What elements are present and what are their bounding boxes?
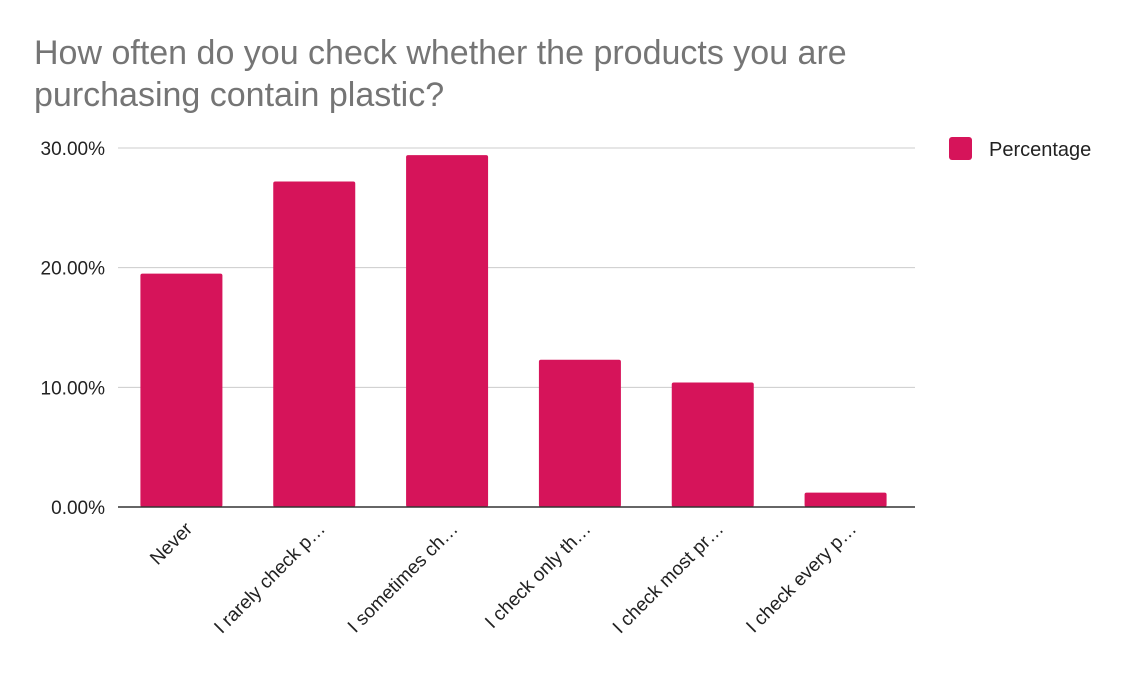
x-tick-label: I check most pr… xyxy=(609,519,728,638)
legend-label: Percentage xyxy=(989,139,1091,161)
x-tick-label: I check every p… xyxy=(742,519,861,638)
bar xyxy=(804,492,887,507)
x-tick-label: I sometimes ch… xyxy=(344,519,463,638)
bar xyxy=(538,359,621,507)
y-tick-label: 0.00% xyxy=(51,498,105,519)
bar xyxy=(671,382,754,507)
x-tick-label: I check only th… xyxy=(481,519,595,633)
y-tick-label: 20.00% xyxy=(41,259,106,280)
bar xyxy=(273,181,356,508)
chart-title: How often do you check whether the produ… xyxy=(34,34,847,114)
y-axis-ticks: 0.00% 10.00% 20.00% 30.00% xyxy=(41,139,106,519)
y-tick-label: 10.00% xyxy=(41,378,106,399)
x-tick-label: Never xyxy=(146,518,197,569)
bars xyxy=(140,155,887,508)
legend: Percentage xyxy=(949,137,1091,161)
bar xyxy=(140,273,223,507)
bar xyxy=(406,155,489,507)
legend-swatch xyxy=(949,137,972,160)
x-axis-ticks: Never I rarely check p… I sometimes ch… I c… xyxy=(146,518,861,638)
gridlines xyxy=(118,147,915,388)
x-tick-label: I rarely check p… xyxy=(210,519,329,638)
y-tick-label: 30.00% xyxy=(41,139,106,160)
